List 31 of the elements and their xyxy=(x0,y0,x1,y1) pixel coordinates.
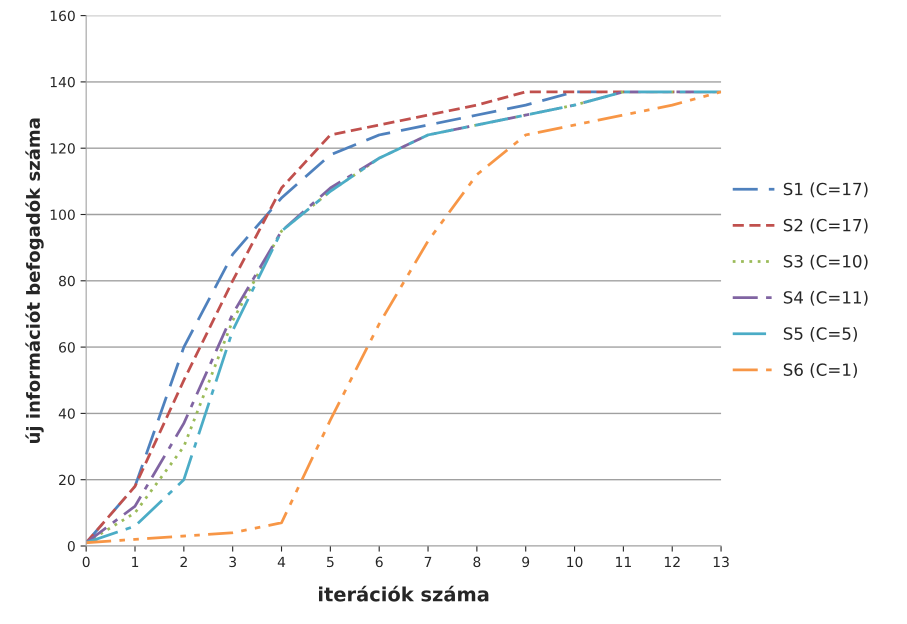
x-tick-label: 7 xyxy=(424,556,432,567)
legend-label: S3 (C=10) xyxy=(784,254,868,270)
x-tick-label: 3 xyxy=(229,556,236,568)
x-tick-label: 1 xyxy=(132,556,138,567)
legend-label: S1 (C=17) xyxy=(784,182,868,198)
legend-label: S2 (C=17) xyxy=(784,218,868,234)
x-tick-label: 8 xyxy=(473,556,480,568)
legend-label: S5 (C=5) xyxy=(784,326,857,342)
y-tick-label: 160 xyxy=(50,10,75,22)
y-tick-label: 40 xyxy=(58,408,75,419)
y-tick-label: 80 xyxy=(59,276,75,286)
y-tick-label: 0 xyxy=(68,540,75,552)
x-tick-label: 13 xyxy=(714,556,729,568)
x-tick-label: 2 xyxy=(180,556,187,567)
x-tick-label: 6 xyxy=(376,556,383,568)
x-tick-label: 10 xyxy=(567,556,582,568)
y-tick-label: 100 xyxy=(50,209,75,220)
x-tick-label: 5 xyxy=(327,556,334,568)
legend-label: S6 (C=1) xyxy=(784,363,857,378)
y-tick-label: 60 xyxy=(59,342,75,353)
legend-label: S4 (C=11) xyxy=(784,290,868,306)
x-tick-label: 12 xyxy=(664,556,680,567)
x-tick-label: 0 xyxy=(82,556,90,568)
x-tick-label: 11 xyxy=(616,556,631,567)
y-tick-label: 140 xyxy=(50,76,75,88)
x-tick-label: 4 xyxy=(278,556,286,567)
y-tick-label: 20 xyxy=(59,474,75,486)
y-tick-label: 120 xyxy=(50,143,75,154)
x-tick-label: 9 xyxy=(522,556,530,568)
y-axis-title: új információt befogadók száma xyxy=(25,118,44,444)
x-axis-title: iterációk száma xyxy=(318,586,488,602)
